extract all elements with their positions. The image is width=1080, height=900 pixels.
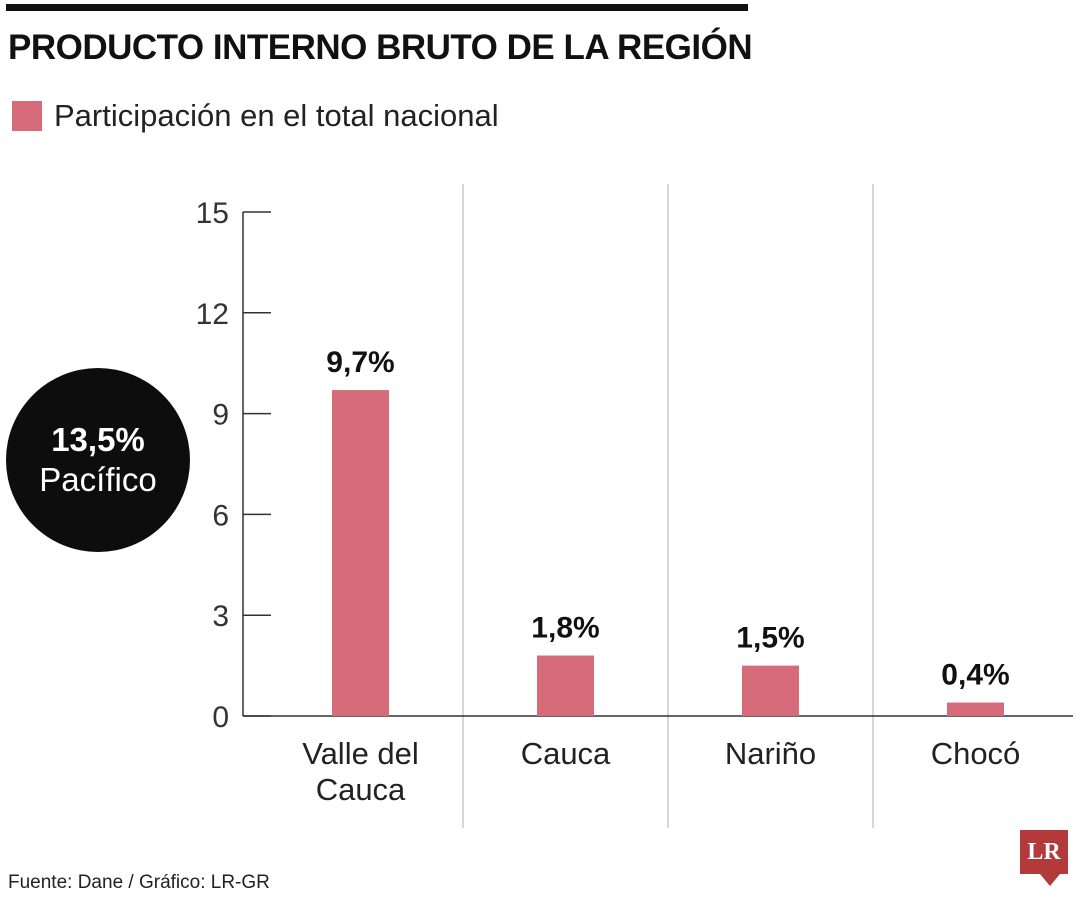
logo-tail — [1040, 874, 1060, 886]
bar — [947, 702, 1004, 716]
bar — [742, 665, 799, 716]
logo-text: LR — [1027, 838, 1061, 865]
category-label: Valle del — [302, 736, 419, 771]
bar — [332, 390, 389, 716]
y-tick-label: 0 — [212, 701, 229, 734]
category-label: Cauca — [521, 736, 611, 771]
bar — [537, 655, 594, 716]
category-label: Chocó — [931, 736, 1021, 771]
badge-label: Pacífico — [39, 461, 157, 498]
lr-logo: LR — [1020, 830, 1068, 874]
category-label: Cauca — [316, 772, 406, 807]
y-tick-label: 12 — [196, 298, 229, 331]
data-label: 1,5% — [736, 622, 804, 655]
y-tick-label: 9 — [212, 399, 229, 432]
y-tick-label: 3 — [212, 600, 229, 633]
top-rule — [6, 4, 748, 11]
legend-label: Participación en el total nacional — [54, 98, 499, 133]
region-total-badge: 13,5% Pacífico — [6, 368, 190, 552]
y-tick-label: 15 — [196, 197, 229, 230]
legend: Participación en el total nacional — [12, 98, 499, 134]
category-label: Nariño — [725, 736, 816, 771]
chart-title: PRODUCTO INTERNO BRUTO DE LA REGIÓN — [8, 28, 753, 67]
badge-value: 13,5% — [51, 421, 145, 458]
data-label: 0,4% — [941, 659, 1009, 692]
y-tick-label: 6 — [212, 499, 229, 532]
source-note: Fuente: Dane / Gráfico: LR-GR — [8, 872, 270, 893]
legend-swatch — [12, 101, 42, 131]
data-label: 9,7% — [326, 346, 394, 379]
data-label: 1,8% — [531, 612, 599, 645]
